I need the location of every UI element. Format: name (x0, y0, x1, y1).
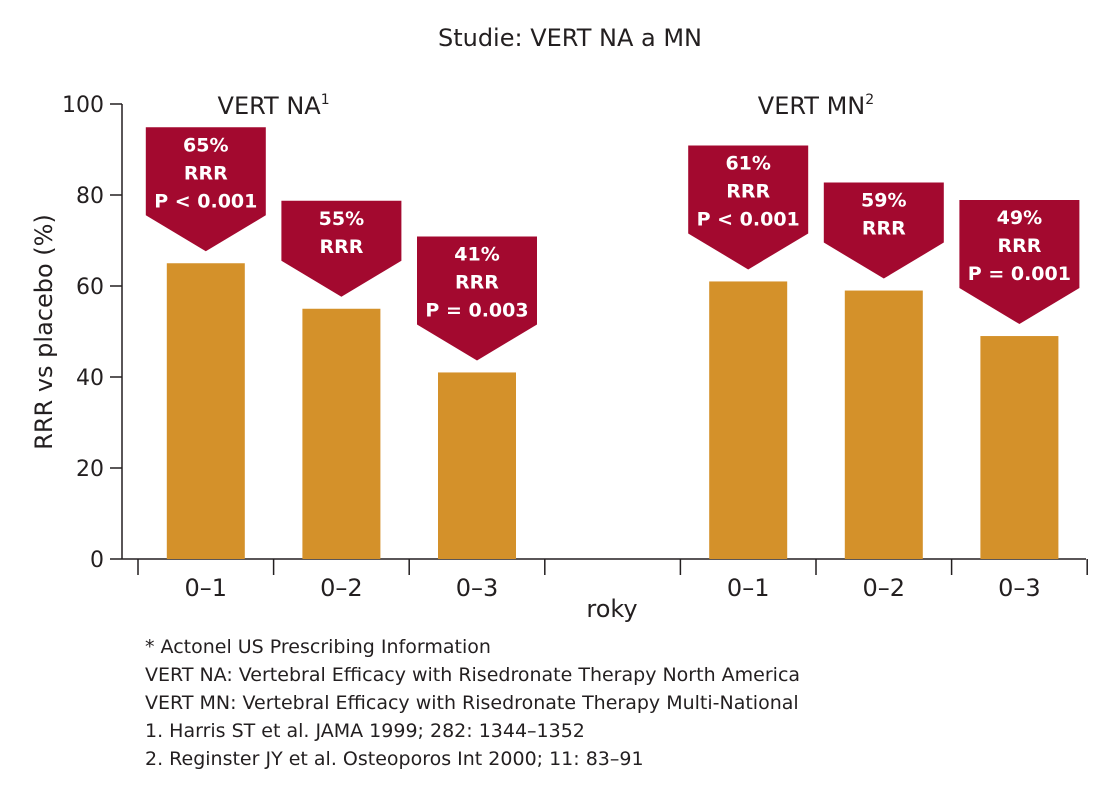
rrr-callout-text: 59% (861, 190, 906, 212)
callouts: 65% RRR P < 0.001 55% RRR 41% RRR P = 0.003 61% R… (145, 127, 1080, 361)
x-tick-label: 0–2 (320, 574, 363, 602)
rrr-callout-text: RRR (319, 236, 363, 258)
y-tick-label: 0 (90, 548, 104, 573)
y-tick-label: 100 (62, 93, 104, 118)
footnotes: * Actonel US Prescribing Information VER… (145, 633, 1045, 773)
group-title: VERT NA1 (218, 92, 330, 120)
rrr-callout-text: RRR (997, 235, 1041, 257)
rrr-callout-text: RRR (455, 271, 499, 293)
rrr-callout (959, 200, 1080, 325)
rrr-callout-text: RRR (184, 162, 228, 184)
rrr-callout-text: P < 0.001 (697, 208, 800, 230)
rrr-callout (145, 127, 266, 252)
y-tick-label: 40 (76, 366, 104, 391)
rrr-callout-text: 49% (997, 207, 1042, 229)
rrr-callout-text: RRR (726, 180, 770, 202)
y-tick-label: 20 (76, 457, 104, 482)
group-titles: VERT NA1 VERT MN2 (218, 92, 875, 120)
rrr-callout-text: P = 0.003 (425, 299, 528, 321)
group-title-name: VERT MN (758, 92, 865, 120)
rrr-callout-text: P = 0.001 (968, 263, 1071, 285)
x-tick-labels: 0–1 0–2 0–3 0–1 0–2 0–3 (185, 574, 1041, 602)
bar (709, 281, 788, 559)
x-tick-label: 0–1 (727, 574, 770, 602)
rrr-callout (688, 145, 809, 270)
bar (302, 308, 381, 559)
footnote: 2. Reginster JY et al. Osteoporos Int 20… (145, 748, 644, 770)
rrr-callout-text: 41% (454, 243, 499, 265)
y-tick-label: 80 (76, 184, 104, 209)
y-axis-label: RRR vs placebo (%) (30, 214, 58, 450)
x-axis-label: roky (586, 595, 637, 623)
rrr-callout (823, 182, 944, 279)
bar (166, 263, 245, 559)
rrr-callout-text: P < 0.001 (154, 190, 257, 212)
group-title-superscript: 2 (865, 92, 874, 108)
x-tick-label: 0–1 (185, 574, 228, 602)
bars (166, 263, 1059, 559)
footnote: * Actonel US Prescribing Information (145, 636, 491, 658)
footnote: VERT MN: Vertebral Efficacy with Risedro… (145, 692, 799, 714)
x-tick-label: 0–3 (456, 574, 499, 602)
group-title-superscript: 1 (321, 92, 330, 108)
chart-title: Studie: VERT NA a MN (438, 24, 702, 52)
bar (438, 372, 516, 559)
group-title-name: VERT NA (218, 92, 322, 120)
footnote: VERT NA: Vertebral Efficacy with Risedro… (145, 664, 801, 686)
rrr-callout-text: RRR (862, 218, 906, 240)
rrr-callout (281, 200, 402, 297)
rrr-callout-text: 65% (183, 134, 228, 156)
x-tick-label: 0–2 (863, 574, 906, 602)
rrr-callout (417, 236, 537, 361)
rrr-callout-text: 61% (725, 152, 770, 174)
bar (980, 336, 1059, 559)
axes: 0 20 40 60 80 100 (62, 93, 1088, 575)
rrr-callout-text: 55% (319, 208, 364, 230)
x-tick-label: 0–3 (998, 574, 1041, 602)
footnote: 1. Harris ST et al. JAMA 1999; 282: 1344… (145, 720, 585, 742)
bar (844, 290, 923, 559)
group-title: VERT MN2 (758, 92, 874, 120)
y-tick-label: 60 (76, 275, 104, 300)
